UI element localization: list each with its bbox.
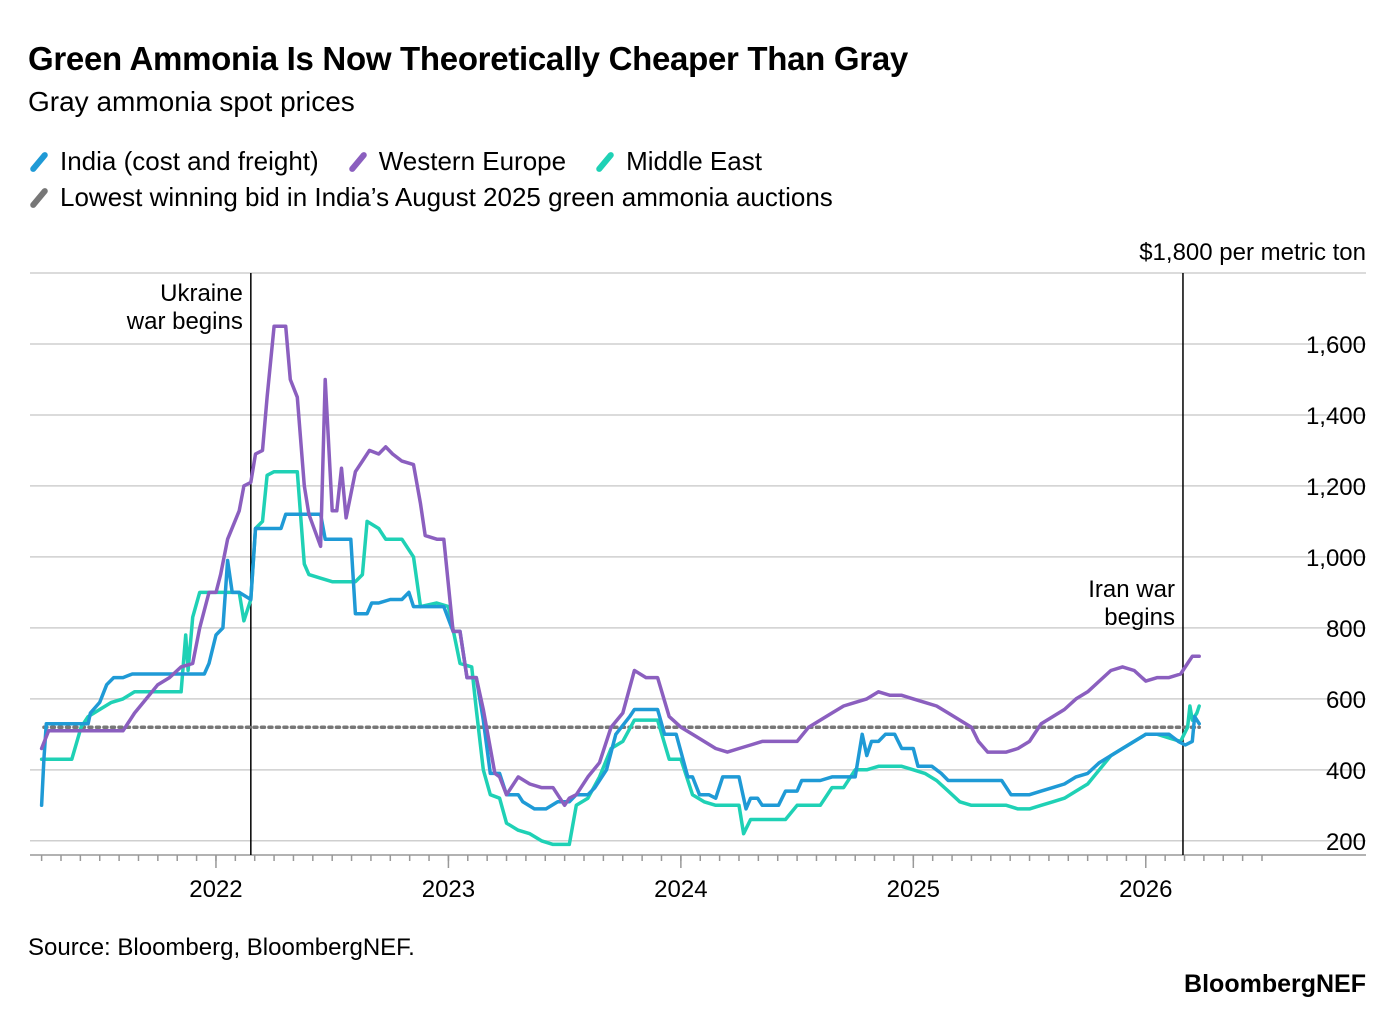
series-lines [39, 324, 1201, 847]
y-axis: 200 400 600 800 1,000 1,200 1,400 1,600 [1306, 332, 1366, 856]
y-tick-label: 400 [1326, 758, 1366, 785]
series-line-western-europe [39, 324, 1201, 808]
x-tick-label: 2025 [887, 876, 940, 903]
series-line-india-cost-and-freight [39, 512, 1201, 811]
x-tick-label: 2026 [1119, 876, 1172, 903]
y-tick-label: 1,200 [1306, 474, 1366, 501]
y-tick-label: 800 [1326, 616, 1366, 643]
chart-title: Green Ammonia Is Now Theoretically Cheap… [28, 40, 908, 77]
x-axis: 2022 2023 2024 2025 2026 [30, 854, 1366, 903]
event-label: Ukraine [160, 280, 243, 307]
legend-label-middle-east: Middle East [626, 146, 762, 176]
gridlines [30, 272, 1366, 842]
legend-item-india: India (cost and freight) [28, 146, 319, 177]
event-label: begins [1104, 604, 1175, 631]
event-label: war begins [126, 308, 243, 335]
series-line-middle-east [39, 469, 1201, 847]
x-tick-label: 2024 [654, 876, 707, 903]
event-label: Iran war [1088, 576, 1175, 603]
legend: India (cost and freight) Western Europe … [28, 146, 790, 177]
legend-reference: Lowest winning bid in India’s August 202… [28, 182, 861, 213]
y-tick-label: 200 [1326, 829, 1366, 856]
y-tick-label: 600 [1326, 687, 1366, 714]
x-tick-label: 2023 [422, 876, 475, 903]
y-tick-label: 1,000 [1306, 545, 1366, 572]
legend-label-western-europe: Western Europe [378, 146, 567, 176]
y-tick-label: 1,600 [1306, 332, 1366, 359]
source-note: Source: Bloomberg, BloombergNEF. [28, 934, 415, 961]
y-tick-label: 1,400 [1306, 403, 1366, 430]
chart-subtitle: Gray ammonia spot prices [28, 86, 355, 117]
brand-logo-text: BloombergNEF [1184, 970, 1366, 998]
legend-label-india: India (cost and freight) [60, 146, 319, 176]
x-tick-label: 2022 [189, 876, 242, 903]
legend-label-reference: Lowest winning bid in India’s August 202… [60, 182, 833, 212]
legend-item-reference: Lowest winning bid in India’s August 202… [28, 182, 833, 213]
y-axis-unit-label: $1,800 per metric ton [1139, 239, 1366, 266]
legend-item-middle-east: Middle East [594, 146, 762, 177]
legend-item-western-europe: Western Europe [347, 146, 566, 177]
